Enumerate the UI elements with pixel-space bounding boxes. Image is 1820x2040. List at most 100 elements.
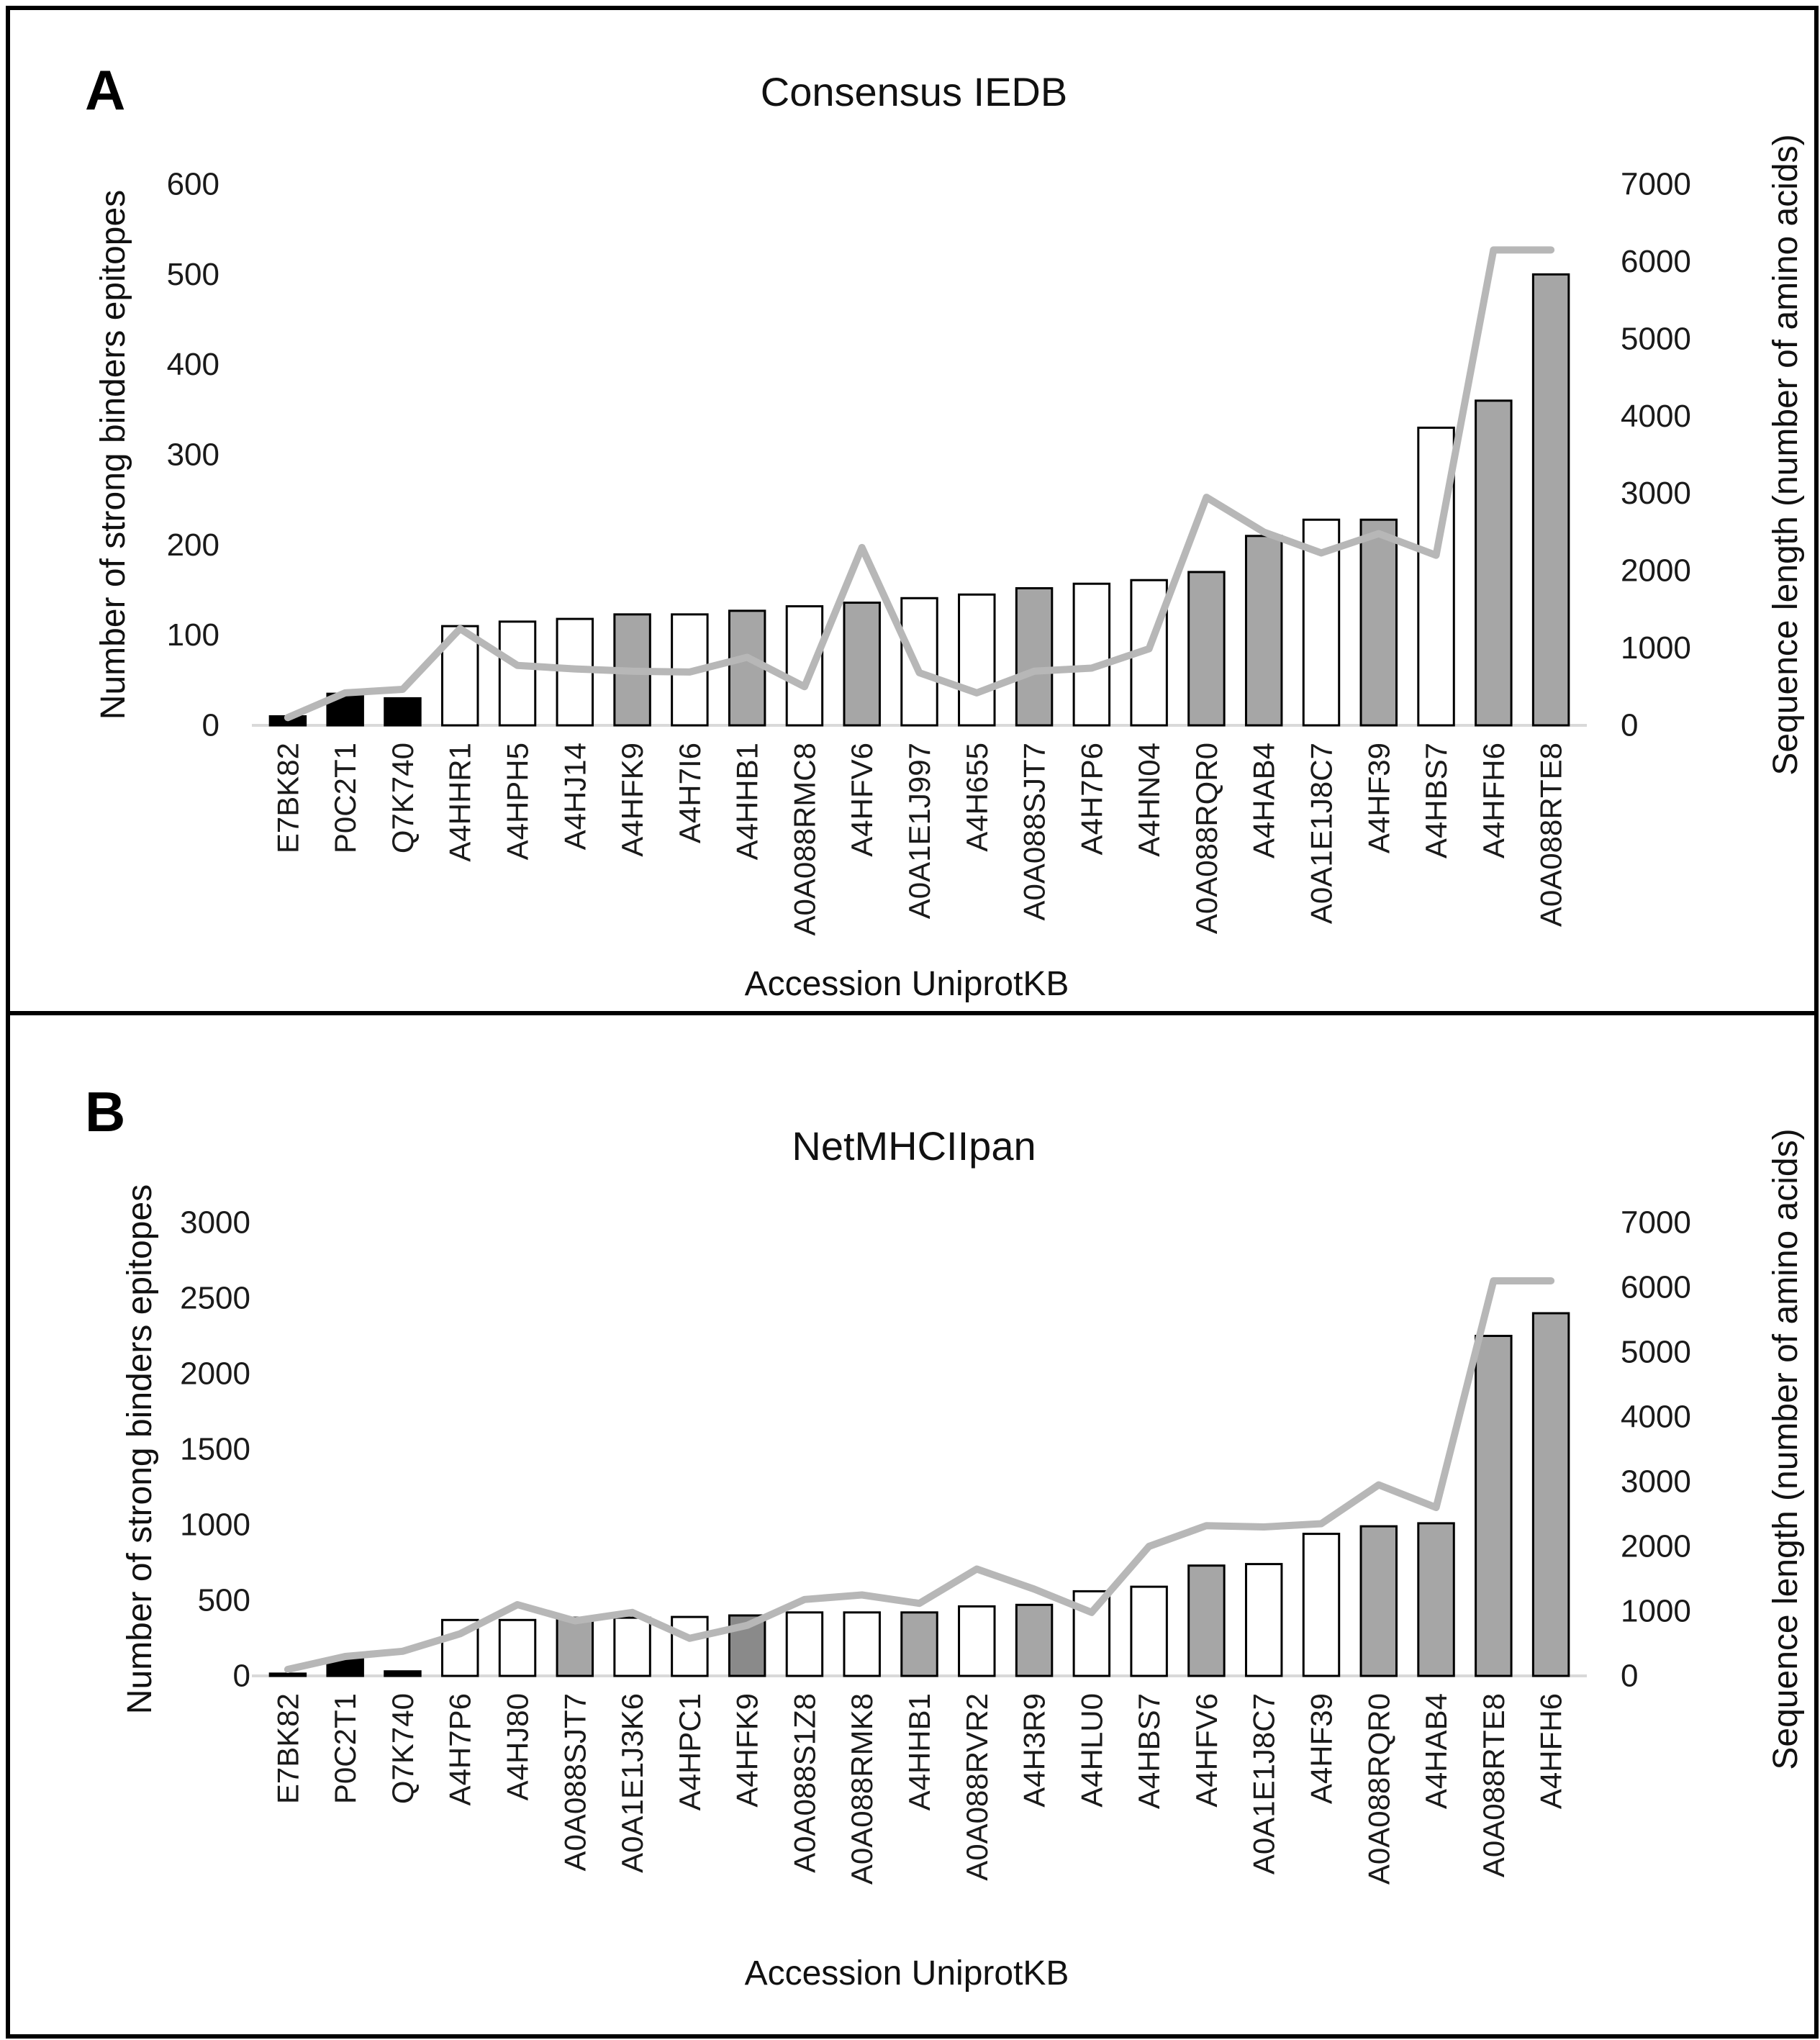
right-axis-tick-label: 5000 bbox=[1621, 321, 1691, 356]
bar-A4HHB1 bbox=[728, 609, 766, 727]
panel-b-title: NetMHCIIpan bbox=[792, 1123, 1036, 1169]
x-tick-label-A4HFH6: A4HFH6 bbox=[1534, 1693, 1568, 1809]
right-axis-tick-label: 0 bbox=[1621, 708, 1638, 743]
bar-A0A1E1J8C7 bbox=[1244, 1563, 1283, 1677]
right-axis-tick-label: 7000 bbox=[1621, 167, 1691, 202]
bar-E7BK82 bbox=[268, 1672, 307, 1677]
x-tick-label-A4H7P6: A4H7P6 bbox=[443, 1693, 477, 1805]
bar-A4HAB4 bbox=[1244, 535, 1283, 727]
panel-divider-line bbox=[6, 1011, 1819, 1015]
x-tick-label-E7BK82: E7BK82 bbox=[271, 1693, 304, 1804]
x-tick-label-A4HPH5: A4HPH5 bbox=[501, 743, 535, 860]
panel-a-title: Consensus IEDB bbox=[760, 69, 1068, 114]
x-tick-label-A0A088RVR2: A0A088RVR2 bbox=[960, 1693, 994, 1881]
panel-b-letter: B bbox=[85, 1080, 126, 1143]
left-axis-tick-label: 0 bbox=[233, 1659, 250, 1694]
bar-A0A1E1J8C7 bbox=[1302, 518, 1341, 727]
bar-A0A088RMK8 bbox=[843, 1611, 881, 1677]
panel-a-letter: A bbox=[85, 58, 126, 122]
bar-A0A088RTE8 bbox=[1475, 1335, 1513, 1677]
right-axis-tick-label: 4000 bbox=[1621, 1400, 1691, 1435]
x-tick-label-A4HJ14: A4HJ14 bbox=[558, 743, 592, 850]
bar-A0A1E1J3K6 bbox=[613, 1616, 651, 1677]
left-axis-tick-label: 2500 bbox=[180, 1281, 250, 1316]
x-tick-label-A4HHB1: A4HHB1 bbox=[902, 1693, 936, 1810]
bar-A4HF39 bbox=[1359, 518, 1398, 727]
bar-A0A088RQR0 bbox=[1187, 571, 1226, 727]
x-tick-label-A4HHR1: A4HHR1 bbox=[443, 743, 477, 862]
x-tick-label-A0A088RTE8: A0A088RTE8 bbox=[1477, 1693, 1511, 1877]
bar-A0A088RTE8 bbox=[1531, 273, 1570, 727]
left-axis-tick-label: 1500 bbox=[180, 1432, 250, 1467]
right-axis-tick-label: 6000 bbox=[1621, 1270, 1691, 1305]
bar-A4HFV6 bbox=[1187, 1564, 1226, 1677]
right-axis-tick-label: 3000 bbox=[1621, 1464, 1691, 1500]
x-tick-label-A0A1E1J997: A0A1E1J997 bbox=[902, 743, 936, 919]
bar-A0A1E1J997 bbox=[900, 597, 938, 727]
bar-A4HBS7 bbox=[1130, 1585, 1168, 1677]
bar-Q7K740 bbox=[384, 1670, 422, 1677]
bar-A0A088RQR0 bbox=[1359, 1525, 1398, 1677]
x-tick-label-A4H655: A4H655 bbox=[960, 743, 994, 852]
x-tick-label-A0A088RMC8: A0A088RMC8 bbox=[787, 743, 821, 935]
right-axis-tick-label: 3000 bbox=[1621, 476, 1691, 511]
left-axis-tick-label: 2000 bbox=[180, 1356, 250, 1392]
left-axis-tick-label: 500 bbox=[167, 257, 219, 292]
x-tick-label-P0C2T1: P0C2T1 bbox=[328, 1693, 362, 1804]
bar-A4HPC1 bbox=[671, 1615, 709, 1677]
x-tick-label-A4HBS7: A4HBS7 bbox=[1132, 1693, 1166, 1809]
right-axis-tick-label: 1000 bbox=[1621, 1594, 1691, 1629]
bar-A0A088RVR2 bbox=[958, 1605, 996, 1677]
bar-A4HFV6 bbox=[843, 602, 881, 727]
panel-a-x-axis-title: Accession UniprotKB bbox=[744, 965, 1069, 1003]
left-axis-tick-label: 300 bbox=[167, 438, 219, 473]
bar-A4H7P6 bbox=[1072, 582, 1111, 727]
right-axis-tick-label: 2000 bbox=[1621, 553, 1691, 589]
right-axis-tick-label: 5000 bbox=[1621, 1335, 1691, 1370]
left-axis-tick-label: 3000 bbox=[180, 1205, 250, 1241]
bar-A4HFH6 bbox=[1475, 399, 1513, 727]
bar-A0A088S1Z8 bbox=[785, 1611, 824, 1677]
x-tick-label-A0A088RMK8: A0A088RMK8 bbox=[845, 1693, 879, 1885]
x-tick-label-A4H7I6: A4H7I6 bbox=[673, 743, 707, 843]
x-tick-label-A4HF39: A4HF39 bbox=[1304, 1693, 1338, 1804]
bar-Q7K740 bbox=[384, 697, 422, 727]
x-tick-label-E7BK82: E7BK82 bbox=[271, 743, 304, 853]
x-tick-label-A0A088RQR0: A0A088RQR0 bbox=[1190, 743, 1223, 934]
x-tick-label-A4HFV6: A4HFV6 bbox=[845, 743, 879, 857]
x-tick-label-A0A1E1J3K6: A0A1E1J3K6 bbox=[615, 1693, 649, 1873]
x-tick-label-A0A088S1Z8: A0A088S1Z8 bbox=[787, 1693, 821, 1873]
left-axis-tick-label: 200 bbox=[167, 527, 219, 563]
x-tick-label-A4HJ80: A4HJ80 bbox=[501, 1693, 535, 1800]
right-axis-tick-label: 7000 bbox=[1621, 1205, 1691, 1241]
right-axis-tick-label: 1000 bbox=[1621, 630, 1691, 666]
bar-A4HF39 bbox=[1302, 1533, 1341, 1677]
panel-b-x-axis-title: Accession UniprotKB bbox=[744, 1954, 1069, 1993]
panel-a-chart: 0100200300400500600010002000300040005000… bbox=[167, 167, 1691, 936]
x-tick-label-A0A1E1J8C7: A0A1E1J8C7 bbox=[1247, 1693, 1281, 1874]
x-tick-label-Q7K740: Q7K740 bbox=[386, 743, 420, 853]
x-tick-label-A4HFV6: A4HFV6 bbox=[1190, 1693, 1223, 1808]
right-axis-tick-label: 0 bbox=[1621, 1659, 1638, 1694]
left-axis-tick-label: 1000 bbox=[180, 1508, 250, 1543]
x-tick-label-P0C2T1: P0C2T1 bbox=[328, 743, 362, 853]
x-tick-label-A4HFK9: A4HFK9 bbox=[615, 743, 649, 857]
bar-A4H655 bbox=[958, 593, 996, 727]
x-tick-label-A4H7P6: A4H7P6 bbox=[1074, 743, 1108, 855]
x-tick-label-A4HAB4: A4HAB4 bbox=[1419, 1693, 1453, 1809]
left-axis-tick-label: 400 bbox=[167, 347, 219, 382]
x-tick-label-A4HHB1: A4HHB1 bbox=[730, 743, 764, 860]
left-axis-tick-label: 0 bbox=[202, 708, 219, 743]
bar-A4HFH6 bbox=[1531, 1312, 1570, 1677]
x-tick-label-A4HFH6: A4HFH6 bbox=[1477, 743, 1511, 858]
x-tick-label-A0A1E1J8C7: A0A1E1J8C7 bbox=[1304, 743, 1338, 924]
sequence-length-line bbox=[284, 246, 1555, 722]
bar-A0A088SJT7 bbox=[556, 1616, 594, 1677]
panel-b-chart: 0 500 1000 1500 2000 2500 3000 0 1000 2000 3000 400… bbox=[180, 1205, 1691, 1885]
x-tick-label-A4HFK9: A4HFK9 bbox=[730, 1693, 764, 1808]
right-axis-tick-label: 6000 bbox=[1621, 244, 1691, 279]
x-tick-label-A4HLU0: A4HLU0 bbox=[1074, 1693, 1108, 1808]
x-tick-label-A4HPC1: A4HPC1 bbox=[673, 1693, 707, 1810]
bar-A4H3R9 bbox=[1015, 1603, 1054, 1677]
